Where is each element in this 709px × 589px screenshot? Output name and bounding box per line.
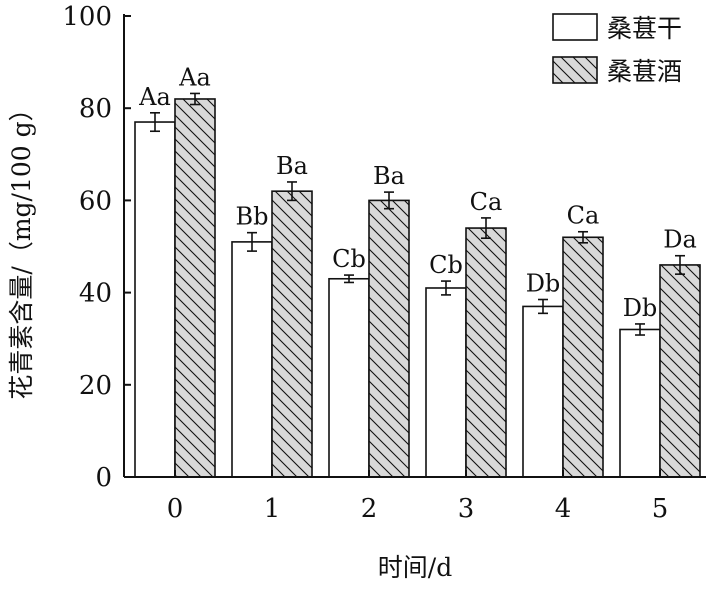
error-bar [190,92,200,106]
legend-swatch-dried [552,13,598,41]
bars-group: Aa Bb Cb Cb Db Db Aa Ba Ba Ca Ca Da [134,63,701,478]
bar-wine-3 [465,227,507,478]
bar-wine-4 [562,236,604,478]
significance-label: Aa [178,63,211,91]
error-bar [344,274,354,284]
x-tick-label: 5 [652,494,669,524]
y-axis-title: 花青素含量/（mg/100 g） [7,96,36,399]
error-bar [538,298,548,315]
bar-dried-1 [231,241,273,478]
significance-label: Ca [470,188,503,216]
bar-wine-5 [659,264,701,478]
bar-wine-2 [368,199,410,478]
bar-dried-2 [328,277,370,478]
significance-label: Db [623,294,658,322]
bar-dried-0 [134,121,176,478]
significance-label: Bb [236,203,269,231]
y-tick-label: 20 [79,371,112,401]
bar-dried-5 [619,328,661,478]
legend-swatch-wine [552,56,598,84]
significance-label: Ca [567,202,600,230]
error-bar [441,280,451,296]
significance-label: Aa [138,83,171,111]
error-bar [481,217,491,240]
error-bar [384,191,394,210]
bar-dried-3 [425,287,467,478]
error-bar [287,181,297,202]
x-tick-label: 2 [361,494,378,524]
x-tick-label: 4 [555,494,572,524]
legend-label: 桑葚酒 [607,57,682,86]
error-bar [247,231,257,252]
axes-group: 0 20 40 60 80 100 0 1 2 3 4 5 [62,2,706,524]
bar-dried-4 [522,305,564,478]
x-tick-label: 1 [264,494,281,524]
significance-label: Ba [276,152,308,180]
legend-label: 桑葚干 [607,14,682,43]
error-bar [635,323,645,336]
x-tick-label: 3 [458,494,475,524]
significance-label: Da [663,226,697,254]
x-axis-title: 时间/d [378,553,452,582]
error-bar [675,254,685,275]
y-tick-label: 100 [62,2,112,32]
y-tick-label: 40 [79,279,112,309]
error-bar [150,112,160,133]
bar-wine-1 [271,190,313,478]
significance-label: Ba [373,162,405,190]
x-tick-label: 0 [167,494,184,524]
error-bar [578,230,588,244]
y-tick-label: 60 [79,186,112,216]
bar-wine-0 [174,98,216,478]
significance-label: Cb [429,251,463,279]
y-tick-label: 0 [95,463,112,493]
y-tick-label: 80 [79,94,112,124]
significance-label: Cb [332,245,366,273]
significance-label: Db [526,270,561,298]
